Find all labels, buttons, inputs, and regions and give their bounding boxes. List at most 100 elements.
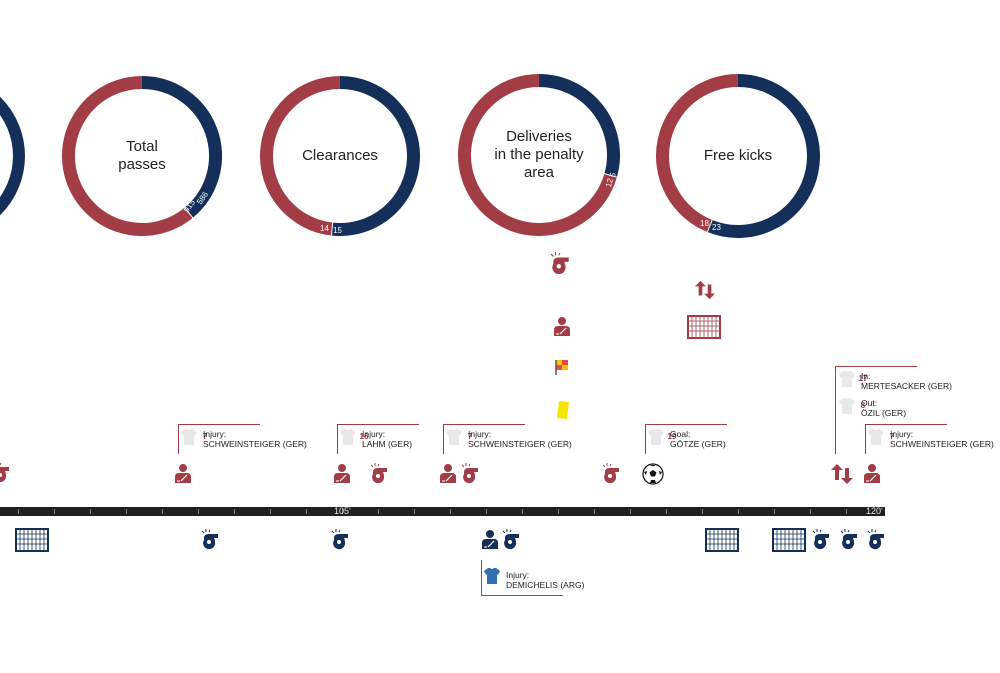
- player-shirt-icon: 7: [868, 428, 894, 446]
- donut-deliveries: [458, 74, 620, 236]
- shirt-number: 7: [202, 432, 208, 441]
- injured-player-icon: [333, 463, 351, 483]
- timeline-tick: [378, 509, 379, 514]
- timeline-tick: [846, 509, 847, 514]
- callout-line: [481, 595, 563, 596]
- donut-clearances-navy-value: 15: [333, 226, 342, 235]
- shirt-number: 16: [359, 432, 369, 441]
- timeline-tick: [306, 509, 307, 514]
- annotation-text: Injury: SCHWEINSTEIGER (GER): [890, 429, 994, 449]
- annotation-type: Injury:: [362, 429, 386, 439]
- annotation-type: Goal:: [670, 429, 691, 439]
- whistle-icon: [370, 462, 390, 484]
- annotation-player: LAHM (GER): [362, 439, 413, 449]
- timeline-tick: [630, 509, 631, 514]
- donut-total-passes-separator: [183, 207, 194, 219]
- whistle-icon: [602, 462, 622, 484]
- whistle-icon: [461, 462, 481, 484]
- goal-net-icon: [15, 528, 49, 552]
- donut-free-kicks-navy-value: 23: [712, 223, 721, 232]
- injured-player-icon: [481, 529, 499, 549]
- goal-net-icon: [772, 528, 806, 552]
- donut-free-kicks: [656, 74, 820, 238]
- player-shirt-icon: 8: [839, 397, 865, 415]
- callout-line: [865, 424, 947, 425]
- annotation-player: MERTESACKER (GER): [861, 381, 952, 391]
- callout-line: [443, 424, 525, 425]
- shirt-number: 7: [467, 432, 473, 441]
- player-shirt-icon: 19: [648, 428, 676, 446]
- callout-line: [178, 424, 260, 425]
- timeline-tick: [450, 509, 451, 514]
- donut-total-passes-navy-arc: [141, 76, 222, 218]
- annotation-type: Out:: [861, 398, 878, 408]
- shirt-number: 7: [889, 432, 895, 441]
- substitution-icon: [831, 461, 853, 487]
- player-shirt-icon: 15: [484, 567, 512, 585]
- timeline-tick: [234, 509, 235, 514]
- callout-line: [865, 424, 866, 454]
- callout-line: [337, 424, 419, 425]
- timeline-tick: [666, 509, 667, 514]
- player-shirt-icon: 7: [446, 428, 472, 446]
- timeline-label-105: 105': [334, 506, 351, 516]
- whistle-icon: [331, 528, 351, 550]
- goal-net-icon: [687, 315, 721, 339]
- annotation-type: Injury:: [890, 429, 914, 439]
- donut-clearances-red-arc: [260, 76, 341, 236]
- donut-free-kicks-red-value: 18: [700, 219, 709, 228]
- timeline-tick: [594, 509, 595, 514]
- donut-clearances-label: Clearances: [302, 147, 378, 164]
- callout-line: [481, 560, 482, 596]
- donut-deliveries-separator: [603, 172, 618, 178]
- shirt-number: 19: [667, 432, 677, 441]
- callout-line: [178, 424, 179, 454]
- timeline-tick: [342, 509, 343, 514]
- timeline-tick: [90, 509, 91, 514]
- donut-total-passes-red-arc: [62, 76, 193, 236]
- annotation-text: Out: ÖZIL (GER): [861, 398, 906, 418]
- timeline-label-120: 120': [866, 506, 883, 516]
- annotation-player: DEMICHELIS (ARG): [506, 580, 585, 590]
- player-shirt-icon: 7: [181, 428, 207, 446]
- annotation-player: ÖZIL (GER): [861, 408, 907, 418]
- annotation-type: Injury:: [506, 570, 530, 580]
- injured-player-icon: [863, 463, 881, 483]
- callout-line: [645, 424, 646, 454]
- donut-deliveries-navy-arc: [538, 74, 620, 178]
- annotation-text: Injury: SCHWEINSTEIGER (GER): [203, 429, 307, 449]
- annotation-player: SCHWEINSTEIGER (GER): [203, 439, 307, 449]
- donut-total-passes-label: Total passes: [118, 138, 166, 173]
- timeline-tick: [774, 509, 775, 514]
- shirt-number: 15: [503, 571, 513, 580]
- timeline-tick: [810, 509, 811, 514]
- donut-total-passes: [62, 76, 222, 236]
- whistle-icon: [0, 462, 12, 482]
- injured-player-icon: [553, 316, 571, 336]
- donut-deliveries-red-arc: [458, 74, 617, 236]
- annotation-text: In: MERTESACKER (GER): [861, 371, 952, 391]
- donut-free-kicks-label: Free kicks: [703, 147, 773, 164]
- timeline-tick: [702, 509, 703, 514]
- callout-line: [835, 366, 917, 367]
- injured-player-icon: [439, 463, 457, 483]
- substitution-icon: [695, 279, 715, 301]
- timeline-tick: [522, 509, 523, 514]
- whistle-icon: [812, 528, 832, 550]
- timeline-tick: [558, 509, 559, 514]
- annotation-type: In:: [861, 371, 871, 381]
- annotation-text: Injury: LAHM (GER): [362, 429, 412, 449]
- donut-clearances-separator: [330, 222, 334, 236]
- whistle-icon: [867, 528, 887, 550]
- annotation-text: Injury: SCHWEINSTEIGER (GER): [468, 429, 572, 449]
- yellow-card-icon: [556, 400, 570, 420]
- offside-flag-icon: [554, 358, 570, 376]
- whistle-icon: [840, 528, 860, 550]
- whistle-icon: [201, 528, 221, 550]
- injured-player-icon: [174, 463, 192, 483]
- whistle-icon: [502, 528, 522, 550]
- shirt-number: 17: [858, 374, 868, 383]
- timeline-tick: [198, 509, 199, 514]
- timeline-tick: [270, 509, 271, 514]
- timeline-tick: [414, 509, 415, 514]
